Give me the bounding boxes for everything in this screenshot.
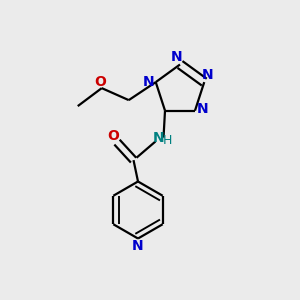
Text: N: N (201, 68, 213, 82)
Text: N: N (197, 102, 208, 116)
Text: N: N (142, 75, 154, 89)
Text: H: H (163, 134, 172, 146)
Text: O: O (107, 128, 119, 142)
Text: O: O (94, 75, 106, 89)
Text: N: N (171, 50, 183, 64)
Text: N: N (153, 131, 165, 145)
Text: N: N (132, 239, 144, 253)
